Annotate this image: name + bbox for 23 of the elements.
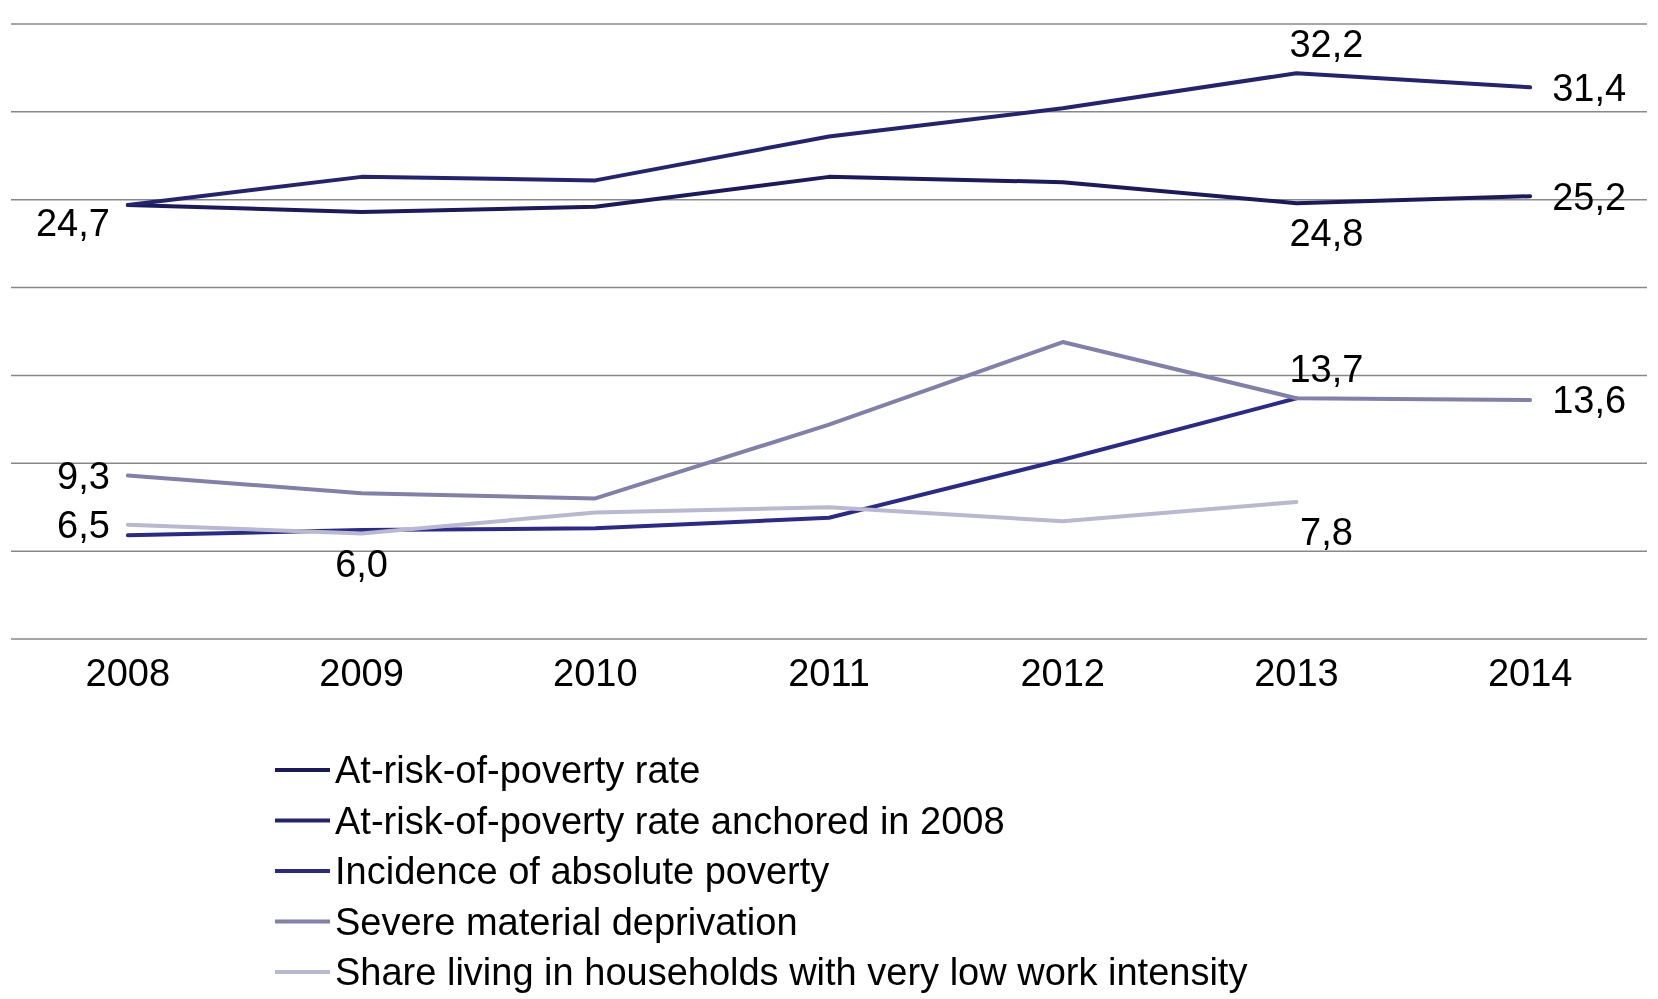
data-label: 6,0 (335, 542, 388, 585)
x-tick-label: 2011 (788, 651, 870, 694)
data-label: 31,4 (1552, 66, 1627, 109)
data-label: 32,2 (1289, 23, 1364, 66)
data-label: 6,5 (57, 504, 110, 547)
x-tick-label: 2013 (1254, 651, 1339, 694)
x-tick-label: 2009 (319, 651, 404, 694)
legend-label: Incidence of absolute poverty (335, 850, 830, 893)
legend-label: Severe material deprivation (335, 900, 798, 943)
x-tick-label: 2012 (1020, 651, 1105, 694)
x-tick-label: 2014 (1487, 651, 1573, 694)
legend-label: At-risk-of-poverty rate (335, 749, 701, 792)
data-label: 9,3 (57, 454, 110, 497)
data-label: 25,2 (1552, 175, 1627, 218)
data-label: 13,6 (1552, 379, 1627, 422)
data-label: 24,8 (1289, 212, 1364, 255)
data-label: 24,7 (35, 202, 110, 245)
legend-label: Share living in households with very low work intensity (335, 951, 1248, 994)
x-tick-label: 2010 (553, 651, 638, 694)
x-tick-label: 2008 (85, 651, 171, 694)
legend-label: At-risk-of-poverty rate anchored in 2008 (335, 799, 1005, 842)
data-label: 13,7 (1289, 348, 1364, 391)
data-label: 7,8 (1300, 510, 1353, 553)
